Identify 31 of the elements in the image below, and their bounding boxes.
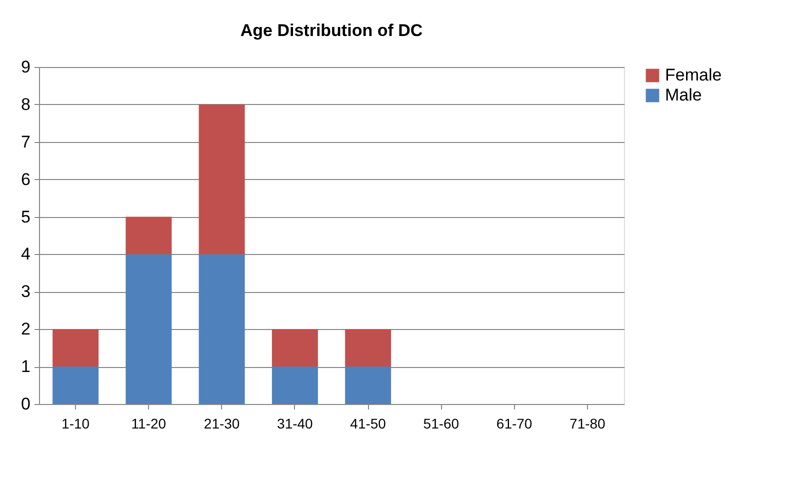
bar (345, 329, 392, 367)
y-tick-label: 0 (21, 394, 30, 414)
y-tick-label: 5 (21, 207, 30, 226)
y-tick-label: 1 (21, 357, 30, 376)
bar (272, 329, 318, 367)
bar (52, 366, 99, 404)
y-tick-label: 4 (21, 244, 30, 264)
y-tick-label: 3 (21, 282, 30, 302)
legend-label: Male (665, 86, 702, 104)
y-tick-label: 2 (21, 320, 30, 339)
x-tick-label: 71-80 (570, 416, 606, 432)
x-tick-label: 51-60 (423, 416, 460, 432)
bar (52, 329, 99, 367)
legend-label: Female (665, 66, 722, 84)
x-tick-label: 31-40 (277, 416, 314, 432)
bar (272, 366, 318, 404)
x-tick-label: 1-10 (62, 416, 90, 432)
y-tick-label: 7 (21, 132, 30, 152)
bar (345, 366, 392, 404)
y-tick-label: 8 (21, 94, 30, 114)
x-tick-label: 21-30 (204, 416, 240, 432)
bar (198, 254, 245, 404)
x-tick-label: 11-20 (131, 416, 166, 432)
bar (126, 254, 172, 404)
bar (198, 104, 245, 254)
bar (126, 216, 172, 254)
chart-title: Age Distribution of DC (240, 21, 423, 40)
y-tick-label: 6 (21, 170, 30, 189)
y-tick-label: 9 (21, 58, 30, 76)
x-tick-label: 61-70 (496, 416, 532, 432)
x-tick-label: 41-50 (350, 416, 386, 432)
